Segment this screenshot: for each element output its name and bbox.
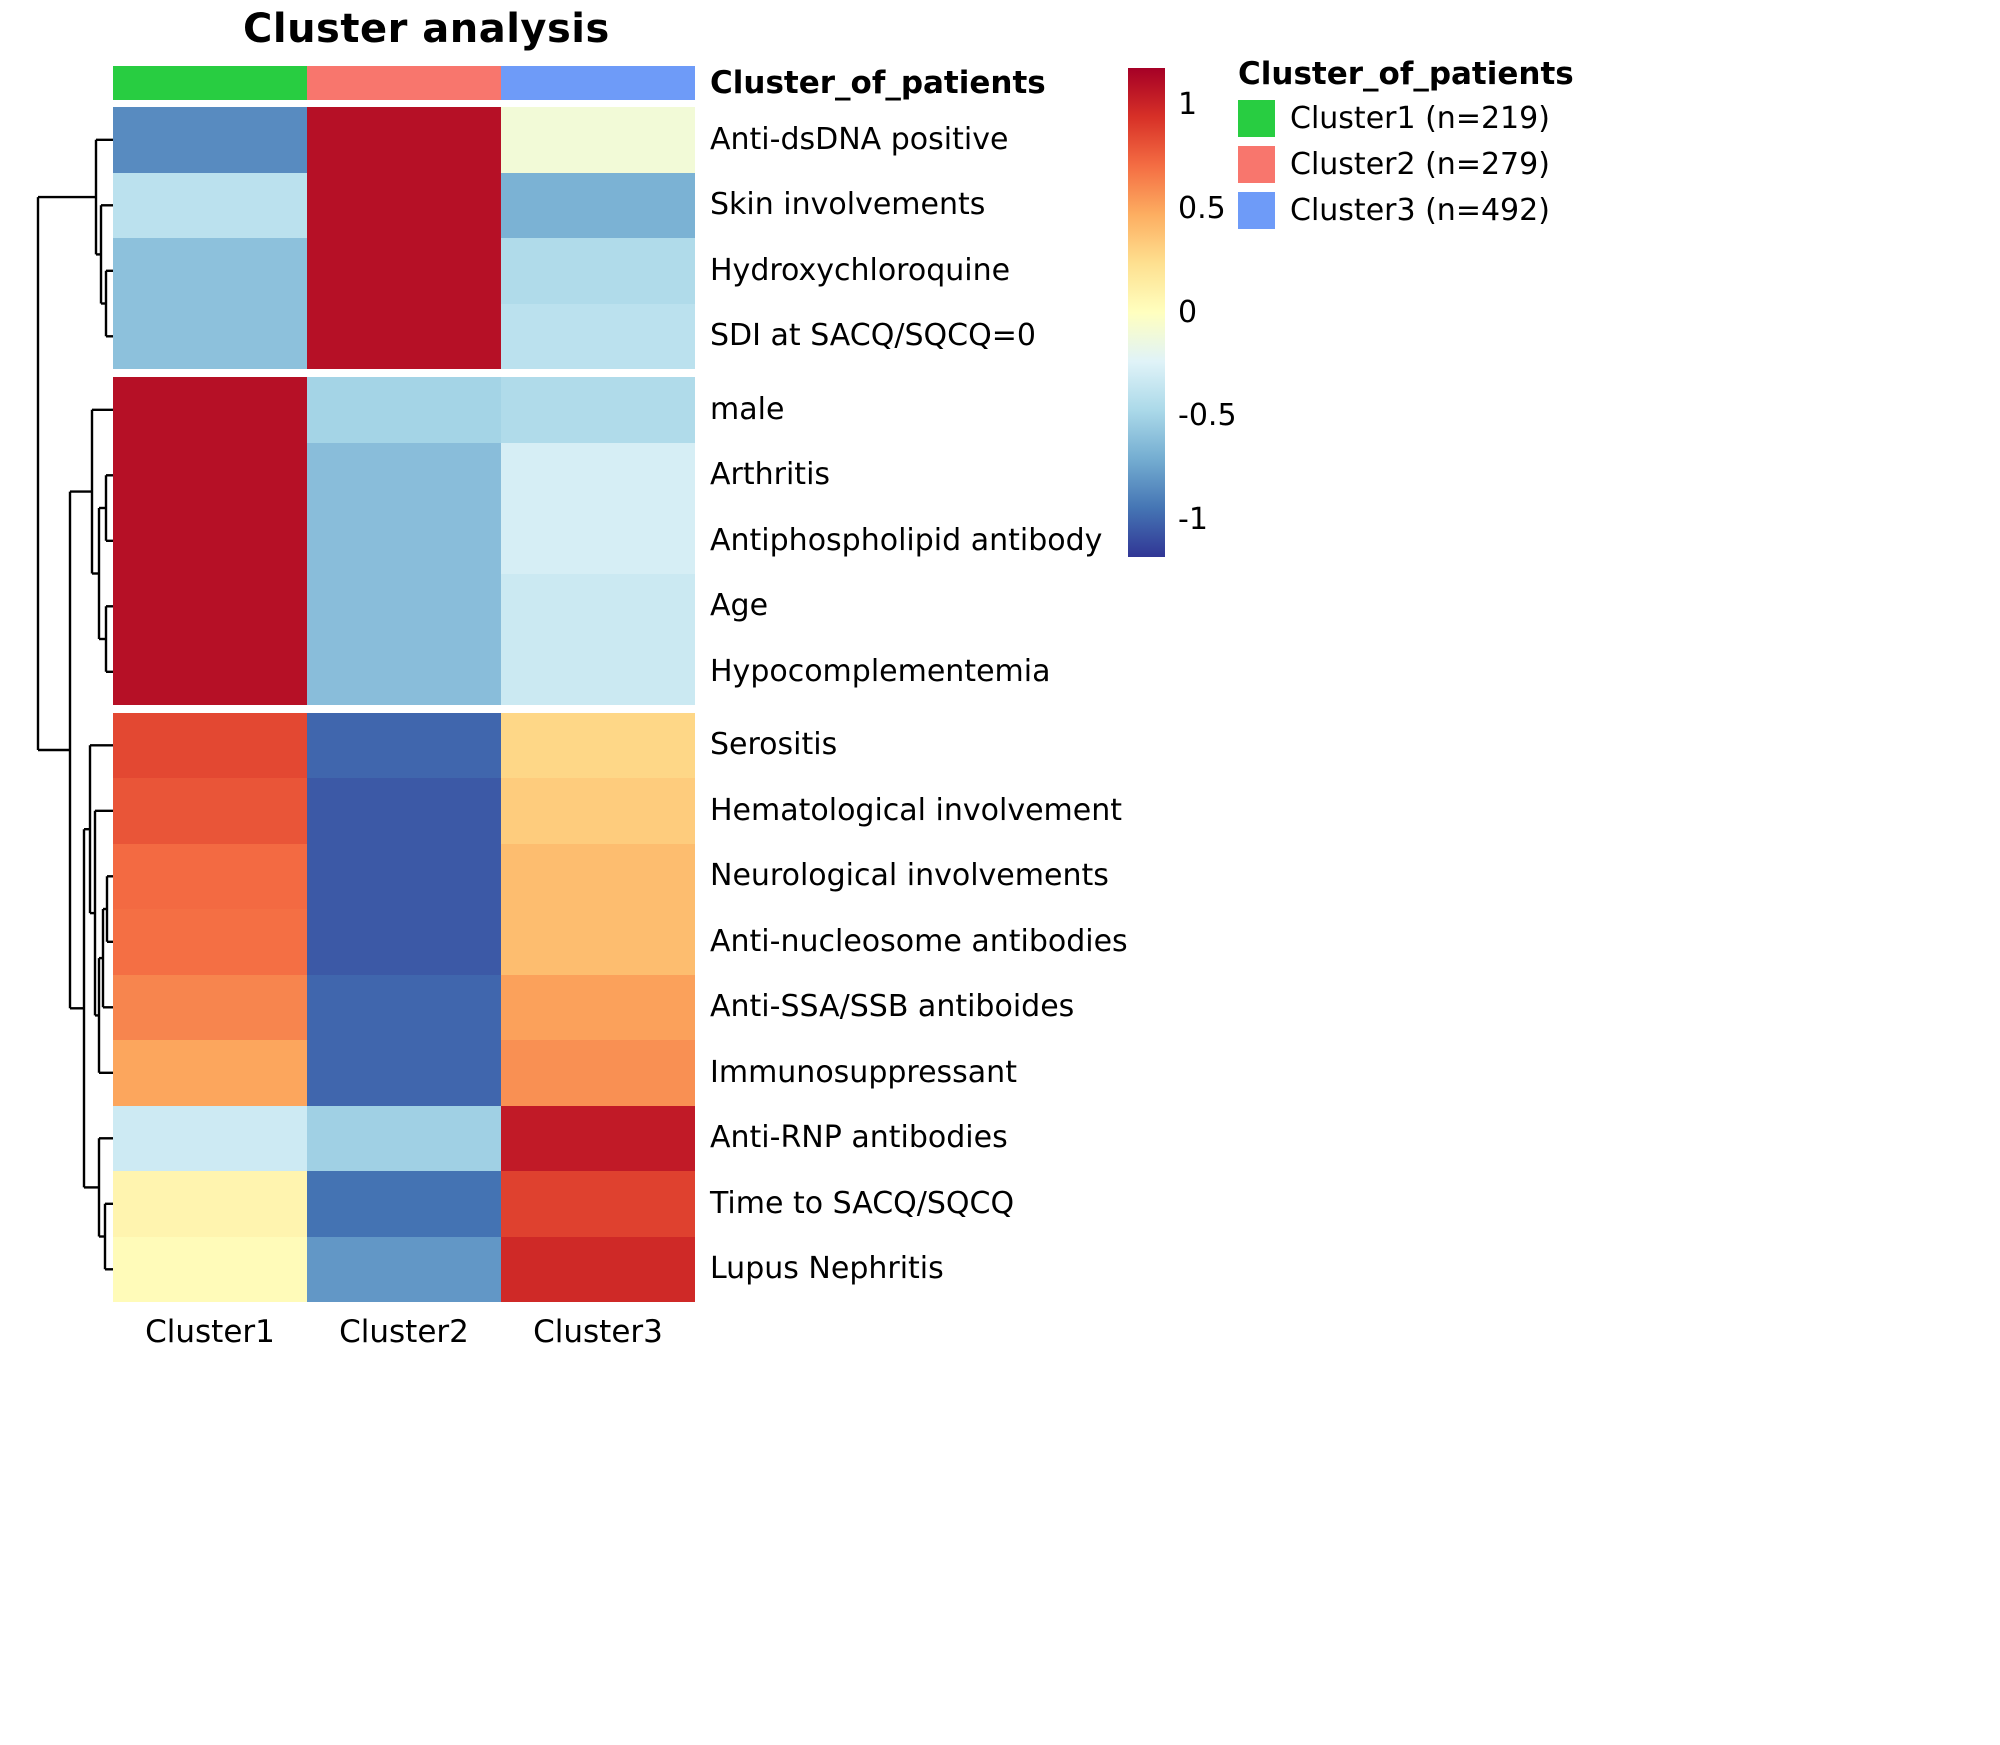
heatmap-cell [307,377,501,443]
heatmap-cell [113,107,307,173]
heatmap-cell [501,1237,695,1302]
heatmap-cell [501,377,695,443]
heatmap-cell [501,173,695,238]
colorbar-gradient [1128,68,1165,557]
annotation-cell-cluster2 [307,66,501,100]
legend-title: Cluster_of_patients [1238,56,1574,92]
heatmap-cell [113,377,307,443]
heatmap-cell [113,713,307,778]
heatmap-cell [307,778,501,844]
row-label: Skin involvements [710,187,986,223]
heatmap-cell [501,778,695,844]
heatmap-cell [307,844,501,909]
legend-swatch-cluster3 [1238,192,1275,229]
heatmap-cell [113,1171,307,1237]
colorbar-tick-label: -1 [1178,501,1208,537]
colorbar-tick-label: 0.5 [1178,190,1226,226]
heatmap-cell [113,1237,307,1302]
heatmap-cell [501,304,695,369]
legend-item-label: Cluster2 (n=279) [1290,147,1550,182]
heatmap-cell [307,574,501,639]
heatmap-cell [501,443,695,508]
heatmap-cell [501,508,695,574]
heatmap-cell [307,238,501,304]
legend-item-label: Cluster3 (n=492) [1290,193,1550,228]
heatmap-cell [501,975,695,1040]
heatmap-cell [113,574,307,639]
row-label: Lupus Nephritis [710,1251,944,1287]
heatmap-cell [307,107,501,173]
heatmap-cell [113,639,307,705]
heatmap-cell [113,173,307,238]
heatmap-cell [501,713,695,778]
heatmap-cell [113,778,307,844]
heatmap-cell [501,238,695,304]
heatmap-cell [307,304,501,369]
row-label: Neurological involvements [710,858,1109,894]
heatmap-cell [501,639,695,705]
heatmap-cell [113,443,307,508]
heatmap-cell [501,909,695,975]
row-label: male [710,391,785,427]
row-label: Antiphospholipid antibody [710,522,1103,558]
row-label: Hypocomplementemia [710,653,1051,689]
heatmap-cell [307,909,501,975]
row-label: Arthritis [710,457,831,493]
heatmap-cell [113,844,307,909]
heatmap-cell [113,1106,307,1171]
heatmap-cell [113,1040,307,1106]
heatmap-cell [501,574,695,639]
row-label: Serositis [710,727,838,763]
legend-swatch-cluster2 [1238,146,1275,183]
annotation-track-label: Cluster_of_patients [710,65,1046,101]
heatmap-cell [307,173,501,238]
heatmap-cell [307,443,501,508]
heatmap-cell [307,508,501,574]
heatmap-cell [307,1237,501,1302]
row-label: SDI at SACQ/SQCQ=0 [710,318,1036,354]
row-label: Age [710,588,769,624]
column-label: Cluster1 [145,1314,275,1350]
heatmap-cell [113,238,307,304]
row-label: Anti-SSA/SSB antiboides [710,989,1075,1025]
annotation-cell-cluster3 [501,66,695,100]
heatmap-cell [307,639,501,705]
heatmap-cell [307,1171,501,1237]
row-label: Hydroxychloroquine [710,252,1011,288]
heatmap-cell [307,1106,501,1171]
colorbar-tick-label: 0 [1178,294,1198,330]
row-label: Anti-RNP antibodies [710,1120,1008,1156]
legend-swatch-cluster1 [1238,100,1275,137]
row-label: Time to SACQ/SQCQ [710,1185,1015,1221]
row-label: Immunosuppressant [710,1054,1017,1090]
row-dendrogram [36,138,113,1271]
heatmap-cell [501,1171,695,1237]
chart-title: Cluster analysis [243,6,610,52]
heatmap-cell [113,508,307,574]
heatmap-cell [307,975,501,1040]
heatmap-cell [501,1106,695,1171]
row-label: Anti-nucleosome antibodies [710,923,1128,959]
heatmap-cell [501,107,695,173]
heatmap-cell [113,304,307,369]
heatmap-cell [113,909,307,975]
heatmap-cell [307,1040,501,1106]
column-label: Cluster2 [339,1314,469,1350]
heatmap-cell [501,844,695,909]
legend-item-label: Cluster1 (n=219) [1290,101,1550,136]
annotation-cell-cluster1 [113,66,307,100]
heatmap-cell [113,975,307,1040]
heatmap-cell [307,713,501,778]
heatmap-cell [501,1040,695,1106]
row-label: Anti-dsDNA positive [710,121,1009,157]
colorbar-tick-label: -0.5 [1178,398,1237,434]
row-label: Hematological involvement [710,792,1123,828]
colorbar-tick-label: 1 [1178,87,1198,123]
column-label: Cluster3 [533,1314,663,1350]
